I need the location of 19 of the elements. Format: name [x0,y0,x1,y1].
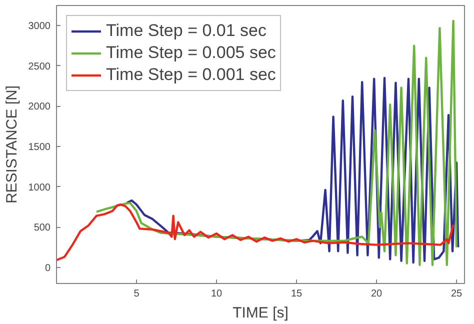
y-tick-label: 3000 [28,21,51,32]
x-tick-label: 15 [290,288,302,300]
y-tick-label: 2000 [28,102,51,113]
y-axis-title: RESISTANCE [N] [3,85,20,204]
x-tick-label: 25 [450,288,462,300]
x-tick-label: 5 [134,288,140,300]
y-tick-label: 0 [44,262,51,274]
legend-label: Time Step = 0.001 sec [106,64,276,86]
line-series [56,203,454,262]
y-tick-label: 1000 [28,182,51,194]
line-series [95,20,458,266]
y-tick-label: 500 [34,222,51,234]
legend-label: Time Step = 0.01 sec [106,20,266,42]
y-tick-label: 1500 [28,142,51,154]
x-axis-title: TIME [s] [232,304,288,322]
y-tick-label: 2500 [28,61,51,72]
legend-label: Time Step = 0.005 sec [106,42,276,64]
x-tick-label: 10 [210,288,222,300]
x-tick-label: 20 [370,288,382,300]
